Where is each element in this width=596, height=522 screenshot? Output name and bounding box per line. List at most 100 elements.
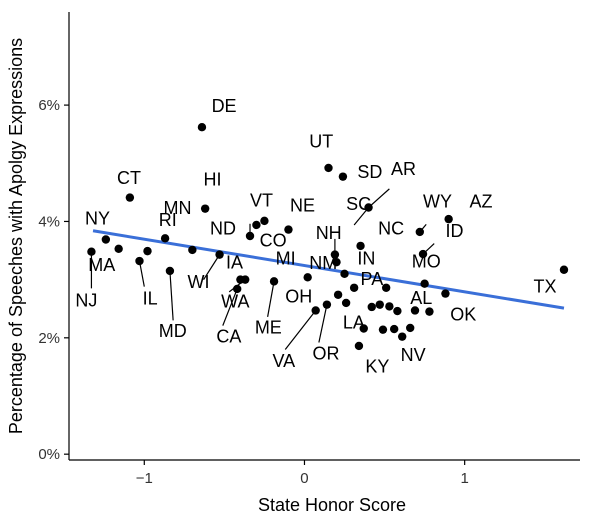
point-label-nv: NV (401, 345, 426, 365)
x-tick-label: −1 (136, 470, 153, 487)
data-point (444, 214, 453, 224)
point-label-hi: HI (204, 169, 222, 189)
data-point (245, 231, 255, 241)
data-point (101, 235, 111, 244)
data-point (260, 216, 269, 226)
point-label-az: AZ (469, 191, 492, 211)
data-point (197, 123, 207, 132)
point-label-nm: NM (309, 253, 337, 273)
point-label-ma: MA (88, 255, 115, 275)
data-point (441, 289, 450, 298)
data-point (252, 220, 261, 230)
point-label-al: AL (410, 288, 432, 308)
leader-line (368, 188, 390, 208)
x-tick-label: 0 (300, 470, 308, 487)
data-point (359, 324, 368, 333)
point-label-ky: KY (365, 357, 389, 377)
data-point (284, 225, 293, 234)
state-labels: DE UT SD AR CT HI AZ WY VT NE SC MN NY NC ID ND NH CO IN RI… (75, 96, 556, 377)
y-tick-label: 6% (38, 97, 60, 114)
point-label-wa: WA (221, 292, 249, 312)
point-label-sd: SD (357, 162, 382, 182)
data-point (215, 250, 224, 259)
data-point (165, 266, 175, 276)
data-points (87, 123, 569, 351)
data-point (397, 332, 407, 341)
leader-line (138, 260, 145, 287)
leader-line (284, 310, 317, 350)
data-point (393, 306, 402, 316)
point-label-ny: NY (85, 208, 110, 228)
leader-line (203, 254, 221, 280)
data-point (349, 283, 359, 292)
point-label-il: IL (143, 289, 158, 309)
point-label-nj: NJ (75, 290, 97, 310)
data-point (341, 298, 351, 308)
data-point (333, 290, 343, 299)
y-tick-label: 0% (38, 446, 60, 463)
data-point (135, 256, 144, 266)
data-point (559, 265, 569, 274)
data-point (232, 284, 242, 294)
data-point (338, 172, 348, 181)
data-point (406, 323, 415, 333)
data-point (410, 306, 420, 315)
point-label-ok: OK (450, 304, 476, 324)
data-point (200, 204, 210, 213)
point-label-wy: WY (423, 191, 452, 211)
point-label-co: CO (260, 230, 287, 250)
point-label-vt: VT (250, 190, 273, 210)
point-label-ar: AR (391, 159, 416, 179)
data-point (425, 307, 434, 316)
point-label-nd: ND (210, 218, 236, 238)
data-point (378, 325, 388, 334)
data-point (420, 279, 429, 288)
point-label-oh: OH (285, 286, 312, 306)
point-label-la: LA (343, 313, 365, 333)
point-label-md: MD (159, 321, 187, 341)
data-point (324, 163, 333, 173)
data-point (241, 275, 250, 284)
leader-line (267, 281, 275, 317)
point-label-ca: CA (216, 326, 241, 346)
leader-line (318, 304, 328, 343)
x-axis-title: State Honor Score (258, 495, 406, 515)
point-label-sc: SC (346, 194, 371, 214)
point-label-ct: CT (117, 168, 141, 188)
data-point (364, 203, 373, 212)
point-label-or: OR (312, 343, 339, 363)
point-label-tx: TX (534, 276, 557, 296)
point-label-ri: RI (159, 210, 177, 230)
data-point (385, 302, 394, 311)
data-point (367, 302, 376, 312)
data-point (143, 246, 152, 256)
y-axis-title: Percentage of Speeches with Apolgy Expre… (6, 38, 26, 434)
point-label-wi: WI (188, 272, 210, 292)
point-label-nc: NC (378, 218, 404, 238)
data-point (322, 300, 332, 309)
axis-ticks: −1 0 1 0% 2% 4% 6% (38, 97, 469, 487)
point-label-mi: MI (276, 249, 296, 269)
point-label-mo: MO (412, 251, 441, 271)
data-point (311, 306, 320, 315)
point-label-pa: PA (361, 269, 384, 289)
data-point (375, 300, 384, 309)
trend-line-layer (92, 229, 565, 310)
point-label-mn: MN (164, 198, 192, 218)
data-point (356, 241, 365, 251)
data-point (418, 249, 428, 259)
y-tick-label: 4% (38, 213, 60, 230)
leader-line (169, 270, 174, 321)
point-label-id: ID (445, 221, 463, 241)
point-label-de: DE (212, 96, 237, 116)
point-label-ne: NE (290, 196, 315, 216)
trend-line (92, 229, 565, 310)
point-label-va: VA (272, 351, 295, 371)
data-point (340, 269, 349, 279)
point-label-nh: NH (316, 223, 342, 243)
x-tick-label: 1 (460, 470, 468, 487)
data-point (87, 247, 96, 256)
data-point (389, 324, 399, 334)
point-label-me: ME (255, 318, 282, 338)
point-label-ia: IA (226, 253, 243, 273)
